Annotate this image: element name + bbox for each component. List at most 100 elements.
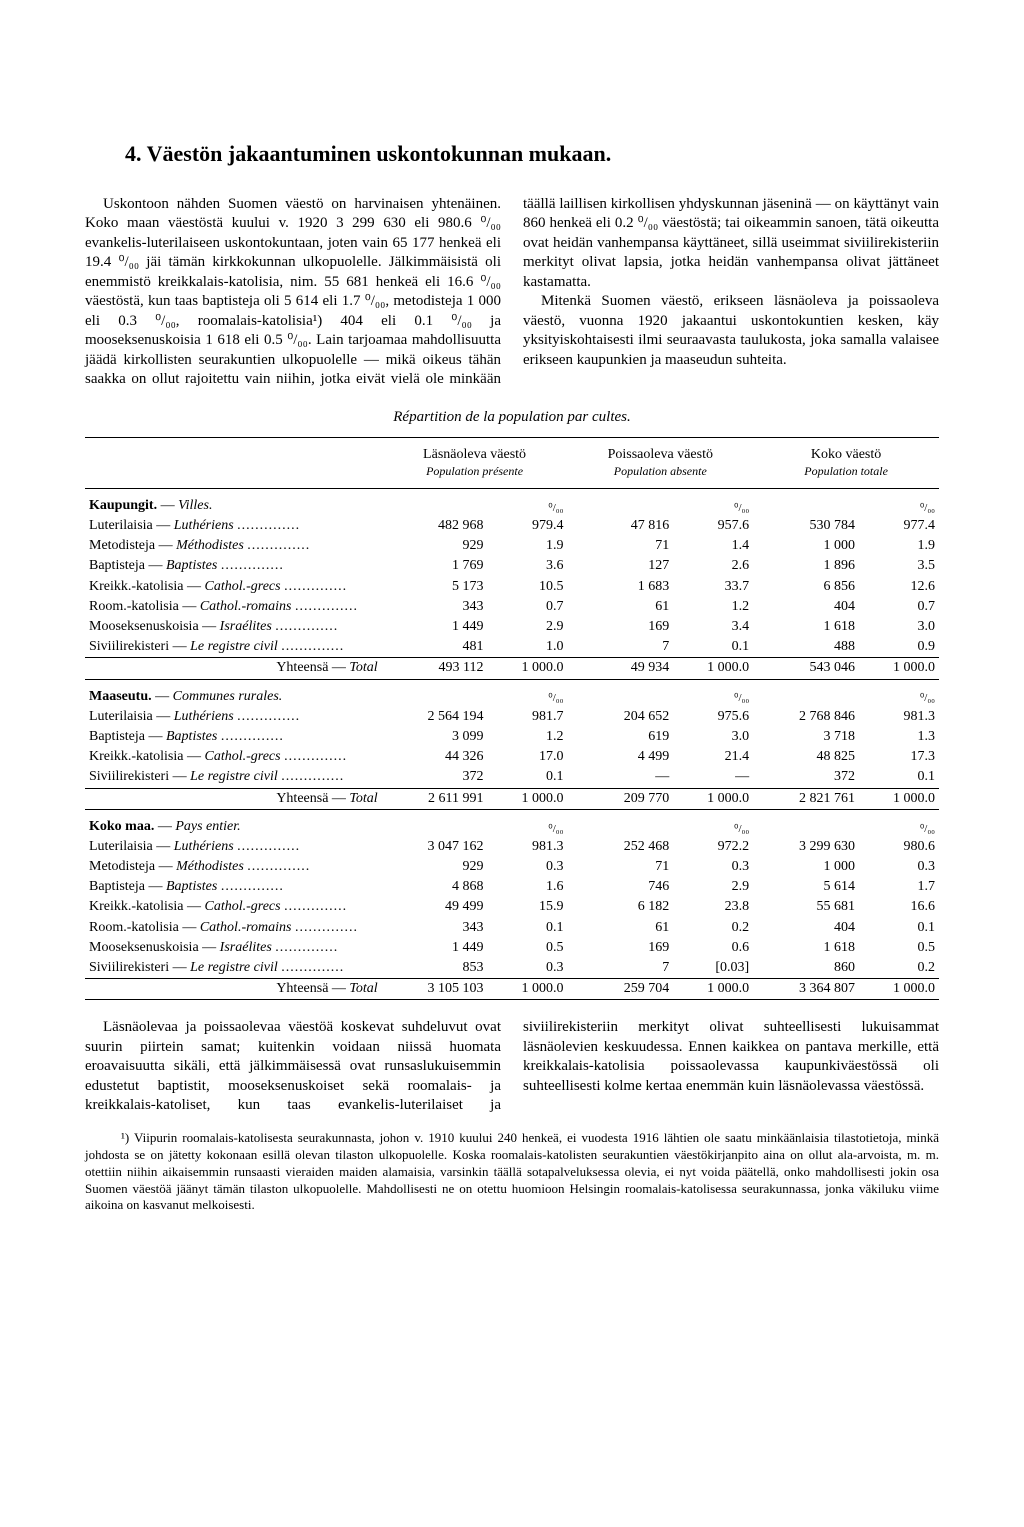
table-cell: 3 105 103 <box>382 979 488 1000</box>
table-cell: 404 <box>753 918 859 938</box>
table-cell: 372 <box>753 767 859 788</box>
table-cell: 7 <box>567 958 673 979</box>
table-cell: 2 768 846 <box>753 707 859 727</box>
table-row: Kreikk.-katolisia — Cathol.-grecs 49 499… <box>85 897 939 917</box>
table-cell: 6 856 <box>753 577 859 597</box>
table-cell: 619 <box>567 727 673 747</box>
table-cell: 929 <box>382 857 488 877</box>
permille-symbol: ⁰/₀₀ <box>487 809 567 837</box>
table-cell: 71 <box>567 857 673 877</box>
table-cell: 980.6 <box>859 837 939 857</box>
table-cell: 61 <box>567 597 673 617</box>
table-row: Baptisteja — Baptistes 1 7693.61272.61 8… <box>85 556 939 576</box>
table-cell: 0.3 <box>487 857 567 877</box>
header-present-fr: Population présente <box>386 464 564 480</box>
table-cell: 48 825 <box>753 747 859 767</box>
table-cell: 33.7 <box>673 577 753 597</box>
header-present-fi: Läsnäoleva väestö <box>386 446 564 464</box>
table-cell: 343 <box>382 918 488 938</box>
table-cell: 1 769 <box>382 556 488 576</box>
footnote: ¹) Viipurin roomalais-katolisesta seurak… <box>85 1130 939 1214</box>
table-cell: [0.03] <box>673 958 753 979</box>
table-cell: 7 <box>567 637 673 658</box>
permille-symbol: ⁰/₀₀ <box>859 809 939 837</box>
upper-text-columns: Uskontoon nähden Suomen väestö on harvin… <box>85 195 939 390</box>
table-cell: 3 718 <box>753 727 859 747</box>
table-row: Siviilirekisteri — Le registre civil 481… <box>85 637 939 658</box>
table-row: Kreikk.-katolisia — Cathol.-grecs 5 1731… <box>85 577 939 597</box>
table-cell: 2 611 991 <box>382 788 488 809</box>
table-cell: 1 000.0 <box>859 979 939 1000</box>
table-cell: 6 182 <box>567 897 673 917</box>
table-row: Siviilirekisteri — Le registre civil 372… <box>85 767 939 788</box>
table-cell: 488 <box>753 637 859 658</box>
table-cell: 1.9 <box>487 536 567 556</box>
table-cell: 10.5 <box>487 577 567 597</box>
table-cell: 0.6 <box>673 938 753 958</box>
table-cell: 493 112 <box>382 658 488 679</box>
table-cell: 0.1 <box>859 767 939 788</box>
table-cell: 0.1 <box>487 918 567 938</box>
table-row: Metodisteja — Méthodistes 9291.9711.41 0… <box>85 536 939 556</box>
table-cell: 0.1 <box>673 637 753 658</box>
table-cell: 0.7 <box>859 597 939 617</box>
table-cell: 3.6 <box>487 556 567 576</box>
table-row: Luterilaisia — Luthériens 3 047 162981.3… <box>85 837 939 857</box>
table-cell: 3.0 <box>859 617 939 637</box>
table-cell: 2 564 194 <box>382 707 488 727</box>
table-cell: 4 499 <box>567 747 673 767</box>
table-cell: 44 326 <box>382 747 488 767</box>
table-cell: 1.0 <box>487 637 567 658</box>
table-row: Metodisteja — Méthodistes 9290.3710.31 0… <box>85 857 939 877</box>
table-cell: 47 816 <box>567 516 673 536</box>
body-paragraph: Läsnäolevaa ja poissaolevaa väestöä kosk… <box>85 1018 939 1116</box>
table-cell: 482 968 <box>382 516 488 536</box>
table-section-header: Maaseutu. — Communes rurales.⁰/₀₀⁰/₀₀⁰/₀… <box>85 679 939 707</box>
table-cell: 957.6 <box>673 516 753 536</box>
table-cell: 543 046 <box>753 658 859 679</box>
table-cell: 127 <box>567 556 673 576</box>
table-cell: 3 364 807 <box>753 979 859 1000</box>
table-cell: 55 681 <box>753 897 859 917</box>
table-cell: 0.1 <box>487 767 567 788</box>
table-cell: 3 099 <box>382 727 488 747</box>
table-cell: 860 <box>753 958 859 979</box>
table-row: Luterilaisia — Luthériens 2 564 194981.7… <box>85 707 939 727</box>
table-cell: 1 000.0 <box>487 979 567 1000</box>
table-cell: 1.2 <box>673 597 753 617</box>
table-cell: 5 614 <box>753 877 859 897</box>
table-cell: 2 821 761 <box>753 788 859 809</box>
table-row: Luterilaisia — Luthériens 482 968979.447… <box>85 516 939 536</box>
body-paragraph: Mitenkä Suomen väestö, erikseen läsnäole… <box>523 292 939 370</box>
table-cell: 343 <box>382 597 488 617</box>
permille-symbol: ⁰/₀₀ <box>487 679 567 707</box>
table-cell: 929 <box>382 536 488 556</box>
table-row: Mooseksenuskoisia — Israélites 1 4490.51… <box>85 938 939 958</box>
table-cell: 853 <box>382 958 488 979</box>
table-cell: 16.6 <box>859 897 939 917</box>
table-cell: 204 652 <box>567 707 673 727</box>
table-cell: 23.8 <box>673 897 753 917</box>
table-cell: 2.9 <box>487 617 567 637</box>
table-cell: 1 000.0 <box>859 788 939 809</box>
table-cell: 981.3 <box>487 837 567 857</box>
permille-symbol: ⁰/₀₀ <box>859 679 939 707</box>
table-row: Baptisteja — Baptistes 4 8681.67462.95 6… <box>85 877 939 897</box>
table-cell: 1 000 <box>753 857 859 877</box>
table-section-header: Koko maa. — Pays entier.⁰/₀₀⁰/₀₀⁰/₀₀ <box>85 809 939 837</box>
table-header-row: Läsnäoleva väestö Population présente Po… <box>85 438 939 489</box>
permille-symbol: ⁰/₀₀ <box>673 679 753 707</box>
table-cell: 169 <box>567 938 673 958</box>
table-cell: 17.0 <box>487 747 567 767</box>
table-cell: 530 784 <box>753 516 859 536</box>
table-cell: 2.6 <box>673 556 753 576</box>
table-cell: 0.3 <box>487 958 567 979</box>
table-cell: 1 000.0 <box>487 788 567 809</box>
header-absent-fi: Poissaoleva väestö <box>571 446 749 464</box>
table-cell: 1.4 <box>673 536 753 556</box>
table-cell: 3.4 <box>673 617 753 637</box>
table-cell: 0.2 <box>673 918 753 938</box>
table-cell: 3.0 <box>673 727 753 747</box>
header-total-fr: Population totale <box>757 464 935 480</box>
table-cell: 404 <box>753 597 859 617</box>
